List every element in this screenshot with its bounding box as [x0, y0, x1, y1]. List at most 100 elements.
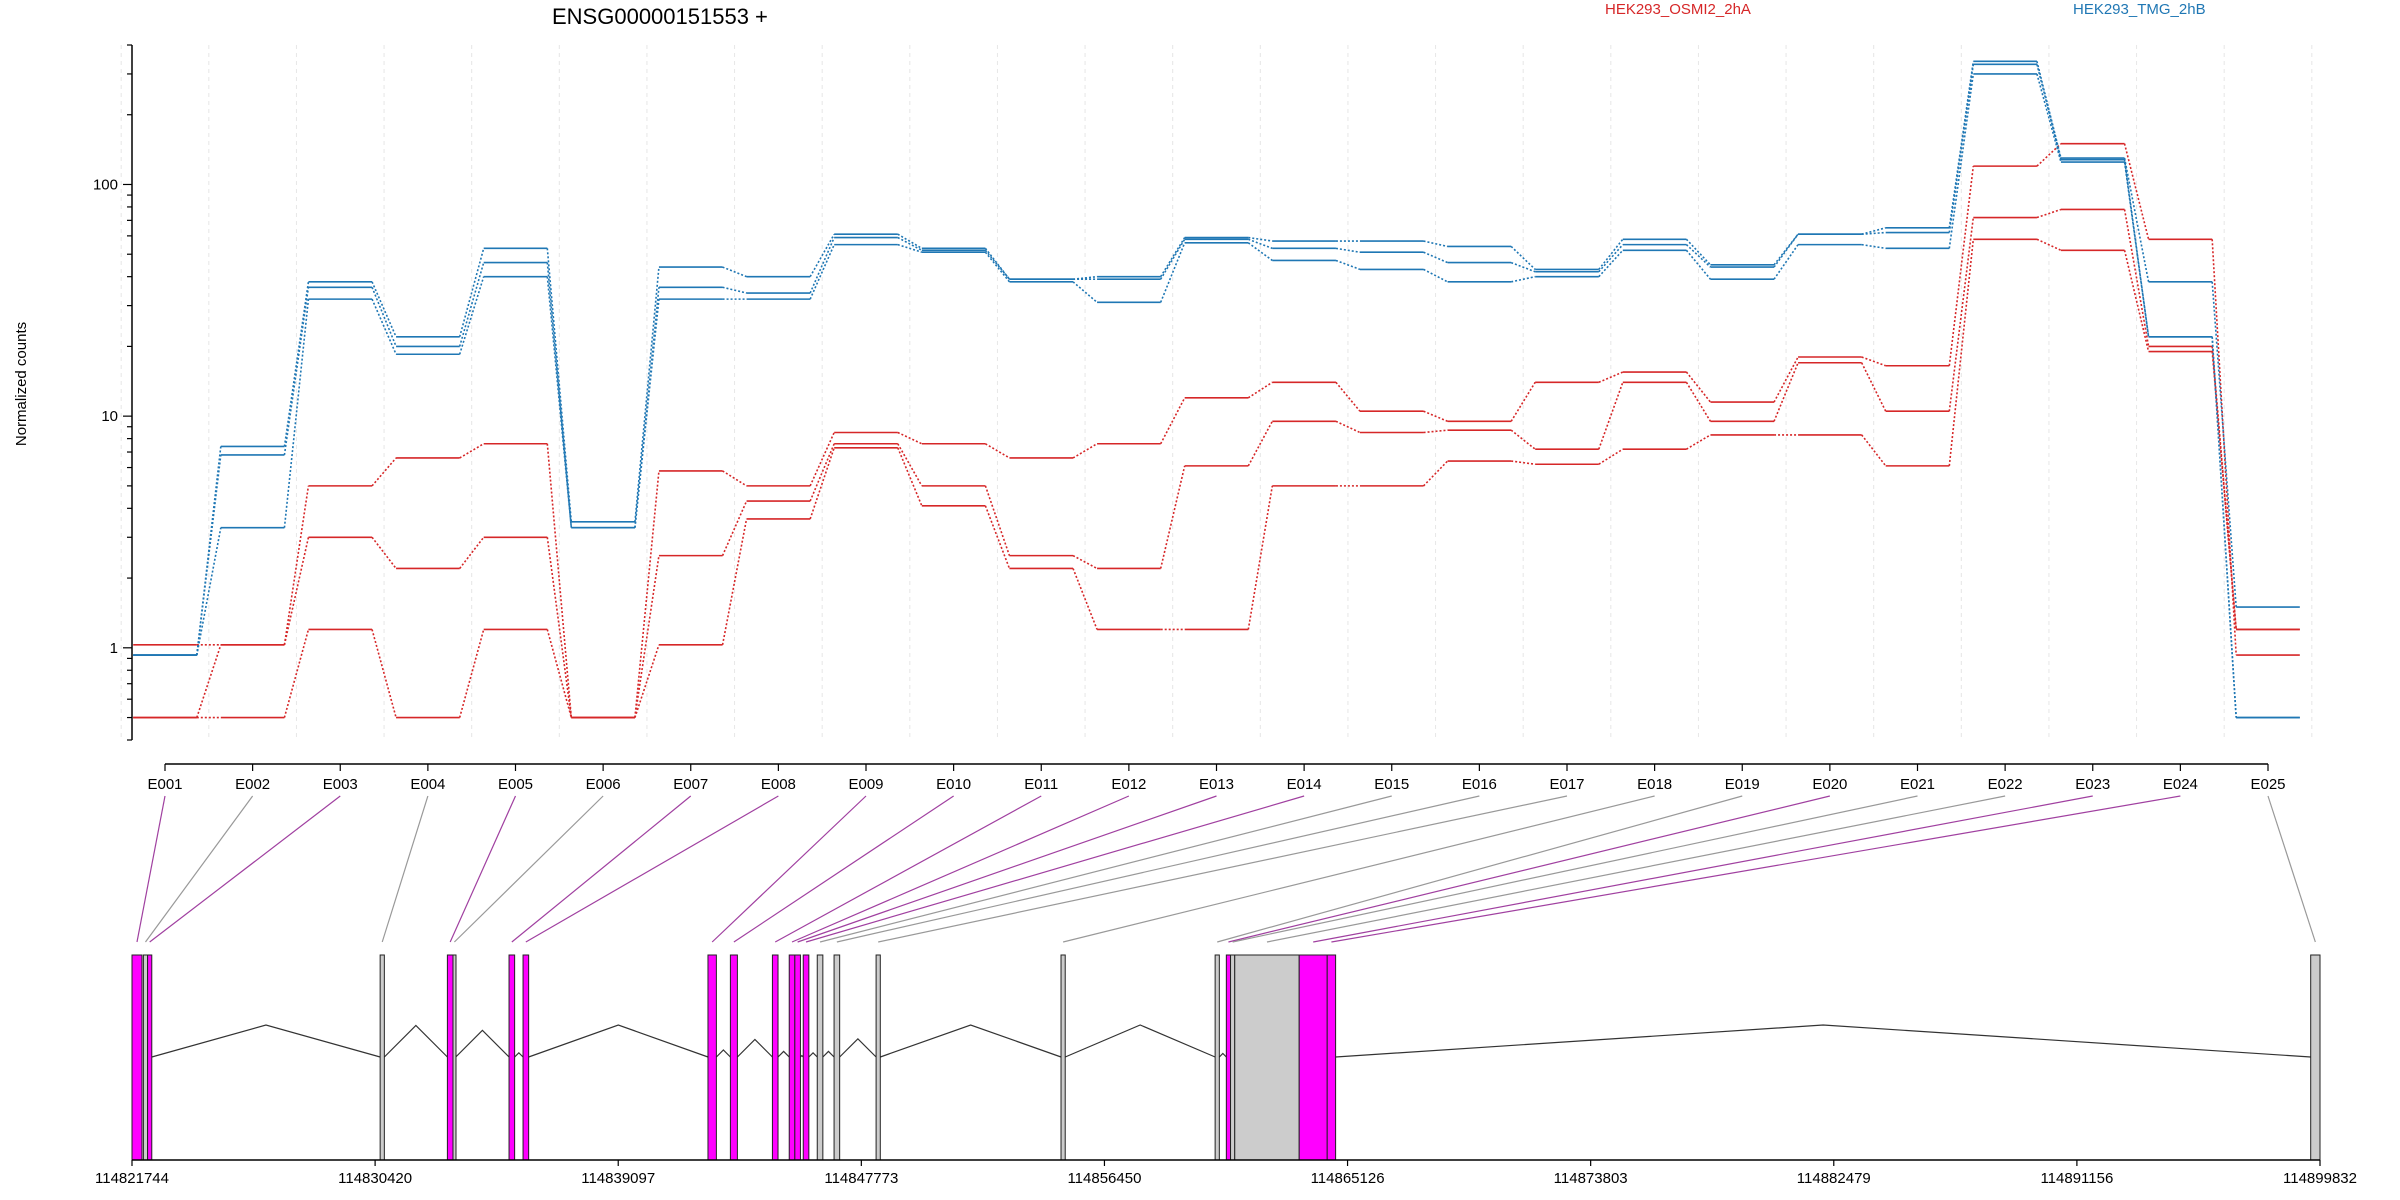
series-4: [133, 60, 2300, 656]
series-transition: [1510, 245, 1536, 270]
series-transition: [1247, 242, 1273, 262]
y-tick-label: 1: [110, 640, 118, 657]
genomic-tick-label: 114839097: [581, 1170, 655, 1187]
series-transition: [1685, 244, 1711, 268]
series-transition: [2123, 157, 2150, 282]
series-transition: [1598, 249, 1624, 278]
series-transition: [1159, 242, 1186, 303]
series-transition: [1072, 554, 1098, 570]
series-transition: [984, 505, 1011, 569]
exon-box: [1234, 954, 1300, 1161]
series-transition: [1335, 247, 1361, 254]
exon-connector: [1313, 795, 2093, 943]
exon-box: [1326, 954, 1337, 1161]
series-transition: [1248, 238, 1273, 250]
exon-box: [802, 954, 810, 1161]
exon-box: [875, 954, 881, 1161]
genomic-tick-label: 114856450: [1067, 1170, 1141, 1187]
series-transition: [1423, 410, 1448, 423]
series-transition: [546, 262, 573, 528]
series-transition: [1860, 362, 1887, 412]
exon-connector: [2267, 795, 2316, 943]
series-transition: [459, 443, 485, 459]
series-transition: [2036, 73, 2062, 163]
series-transition: [546, 537, 573, 718]
exon-connector: [1266, 795, 2006, 943]
series-transition: [1861, 243, 1886, 250]
series-transition: [1948, 166, 1975, 366]
x-tick-label: E017: [1549, 776, 1584, 793]
series-transition: [1072, 443, 1098, 459]
genomic-axis: 114821744 114830420 114839097 114847773 1148…: [95, 1159, 2357, 1187]
exon-box: [1214, 954, 1220, 1161]
genomic-tick-label: 114821744: [95, 1170, 169, 1187]
series-3: [133, 238, 2300, 719]
series-transition: [371, 536, 397, 569]
series-transition: [546, 443, 573, 718]
exon-connector: [774, 795, 1042, 943]
series-transition: [722, 286, 747, 294]
intron: [1335, 1024, 2311, 1058]
intron: [777, 1050, 790, 1058]
genomic-tick-label: 114899832: [2283, 1170, 2357, 1187]
series-transition: [2211, 351, 2237, 630]
series-transition: [2036, 143, 2062, 167]
series-transition: [1072, 281, 1098, 303]
series-transition: [546, 629, 573, 718]
series-transition: [1773, 356, 1799, 403]
exon-box: [794, 954, 801, 1161]
series-transition: [1861, 434, 1887, 467]
legend-entry-group-a: HEK293_OSMI2_2hA: [1605, 1, 1751, 18]
series-transition: [721, 518, 748, 645]
series-transition: [985, 443, 1010, 459]
series-transition: [1423, 251, 1448, 264]
exon-connector: [453, 795, 604, 943]
exon-connector: [1232, 795, 1918, 943]
exon-connector: [819, 795, 1392, 943]
x-tick-label: E011: [1024, 776, 1058, 793]
series-transition: [897, 243, 923, 253]
exon-connector: [791, 795, 1130, 943]
x-tick-label: E012: [1111, 776, 1146, 793]
y-tick-label: 100: [93, 176, 118, 193]
series-transition: [2123, 143, 2150, 240]
series-transition: [1423, 268, 1448, 283]
series-transition: [371, 281, 397, 338]
exon-connector: [381, 795, 429, 943]
series-transition: [1423, 240, 1448, 248]
series-transition: [371, 286, 397, 347]
intron: [808, 1051, 818, 1058]
x-gridlines: [120, 45, 2313, 740]
series-transition: [722, 266, 747, 278]
exon-box: [1225, 954, 1232, 1161]
exon-connector: [805, 795, 1305, 943]
series-transition: [1247, 420, 1274, 467]
series-transition: [1422, 460, 1449, 487]
intron: [151, 1024, 381, 1058]
series-transition: [1598, 238, 1624, 270]
exon-box: [1060, 954, 1066, 1161]
intron: [1218, 1052, 1227, 1058]
intron: [514, 1051, 524, 1058]
x-tick-label: E006: [586, 776, 621, 793]
exon-box: [452, 954, 457, 1161]
series-transition: [1598, 371, 1624, 384]
exon-box: [1298, 954, 1328, 1161]
x-tick-label: E001: [147, 776, 182, 793]
series-transition: [809, 432, 835, 487]
series-transition: [371, 629, 397, 718]
series-transition: [634, 470, 660, 718]
series-transition: [458, 248, 485, 338]
series-transition: [2036, 64, 2062, 160]
intron: [736, 1038, 773, 1058]
intron: [822, 1050, 835, 1058]
intron: [839, 1037, 877, 1058]
series-transition: [809, 447, 835, 520]
x-tick-label: E005: [498, 776, 533, 793]
genomic-tick-label: 114873803: [1554, 1170, 1628, 1187]
series-transition: [1598, 448, 1624, 465]
series-transition: [2123, 159, 2150, 337]
exon-box: [147, 954, 153, 1161]
x-tick-label: E004: [410, 776, 445, 793]
exon-box: [446, 954, 454, 1161]
